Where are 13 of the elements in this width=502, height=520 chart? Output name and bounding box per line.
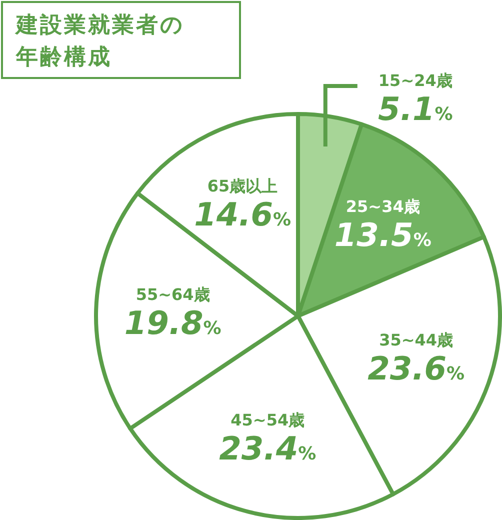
chart-title: 建設業就業者の年齢構成: [14, 13, 185, 70]
data-label: 13.5%: [334, 216, 432, 254]
data-label: 14.6%: [194, 196, 292, 234]
slice-label: 25~34歳: [346, 196, 420, 216]
data-label: 19.8%: [124, 304, 222, 342]
slice-label: 35~44歳: [379, 330, 454, 350]
slice-label: 15~24歳: [378, 71, 452, 90]
slice-label: 65歳以上: [207, 176, 278, 196]
slice-label: 45~54歳: [230, 410, 305, 430]
data-label: 23.4%: [219, 430, 316, 468]
data-label: 5.1%: [378, 90, 453, 128]
data-label: 23.6%: [368, 350, 465, 388]
slice-label: 55~64歳: [136, 285, 210, 304]
